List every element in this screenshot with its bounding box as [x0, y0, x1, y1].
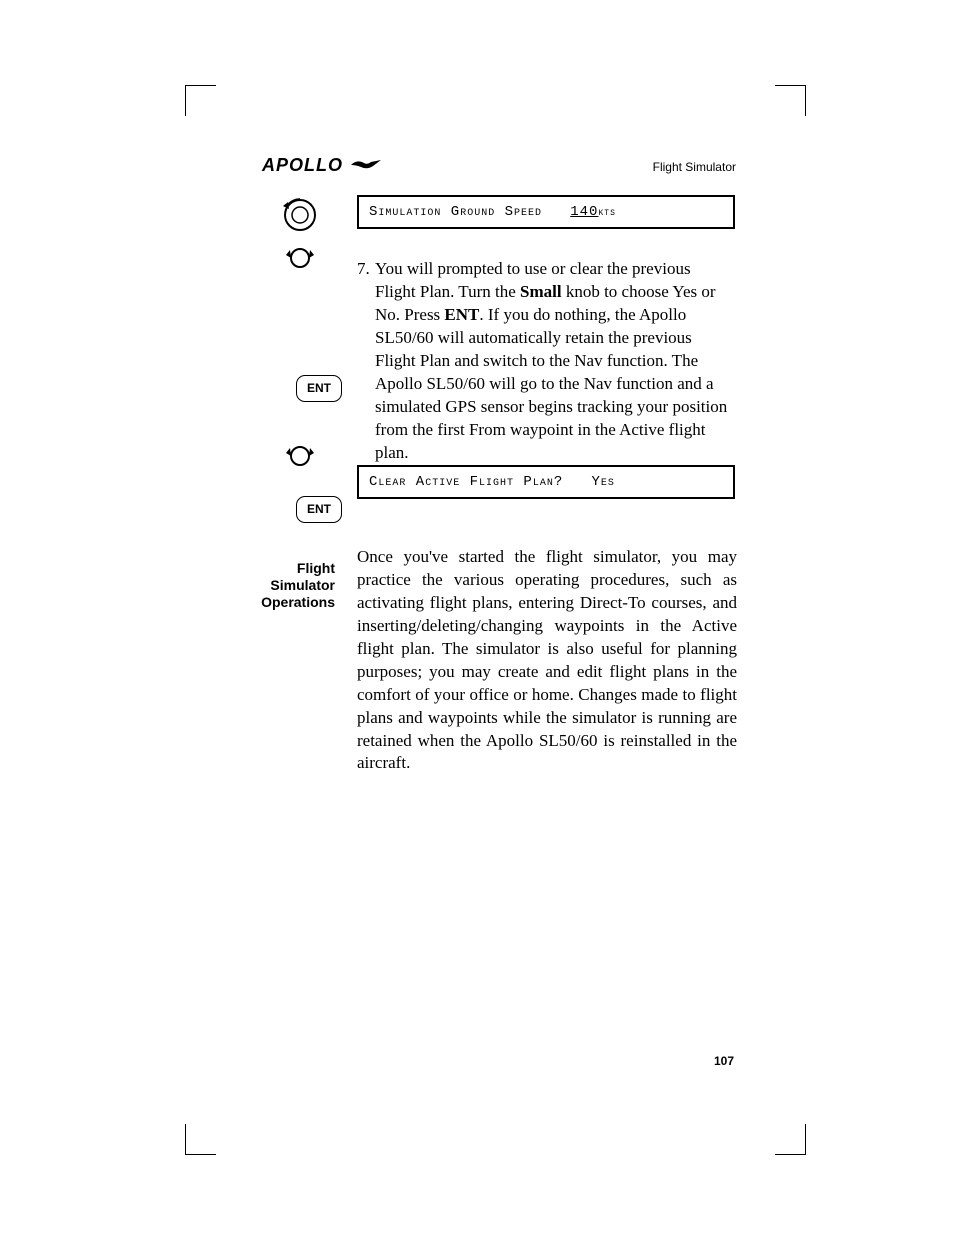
crop-mark	[185, 85, 216, 116]
crop-mark	[185, 1124, 216, 1155]
section-heading: Flight Simulator Operations	[235, 560, 335, 610]
section-label-l2: Simulator	[270, 577, 335, 593]
page-number: 107	[714, 1054, 734, 1068]
ent-button-icon: ENT	[296, 496, 342, 523]
small-knob-icon	[282, 438, 318, 474]
apollo-logo: APOLLO	[262, 155, 381, 177]
crop-mark	[775, 85, 806, 116]
crop-mark	[775, 1124, 806, 1155]
step-number: 7.	[357, 258, 375, 281]
logo-text: APOLLO	[262, 155, 343, 175]
step-7: 7.You will prompted to use or clear the …	[357, 258, 747, 464]
eagle-icon	[351, 156, 381, 177]
header-section-title: Flight Simulator	[653, 160, 736, 174]
ent-button-icon: ENT	[296, 375, 342, 402]
page: APOLLO Flight Simulator Simulation Groun…	[0, 0, 954, 1235]
section-label-l1: Flight	[297, 560, 335, 576]
lcd-clear-plan: Clear Active Flight Plan? Yes	[357, 465, 735, 499]
small-knob-ref: Small	[520, 282, 562, 301]
lcd-clear-label: Clear Active Flight Plan?	[369, 474, 563, 490]
section-body: Once you've started the flight simulator…	[357, 546, 737, 775]
lcd-speed-label: Simulation Ground Speed	[369, 204, 542, 220]
section-label-l3: Operations	[261, 594, 335, 610]
lcd-speed-value: 140	[570, 204, 598, 220]
lcd-speed-units: kts	[598, 205, 615, 219]
lcd-clear-value: Yes	[591, 474, 614, 490]
large-knob-icon	[280, 195, 320, 235]
lcd-ground-speed: Simulation Ground Speed 140kts	[357, 195, 735, 229]
ent-key-ref: ENT	[444, 305, 479, 324]
step-body: You will prompted to use or clear the pr…	[375, 258, 735, 464]
small-knob-icon	[282, 240, 318, 276]
